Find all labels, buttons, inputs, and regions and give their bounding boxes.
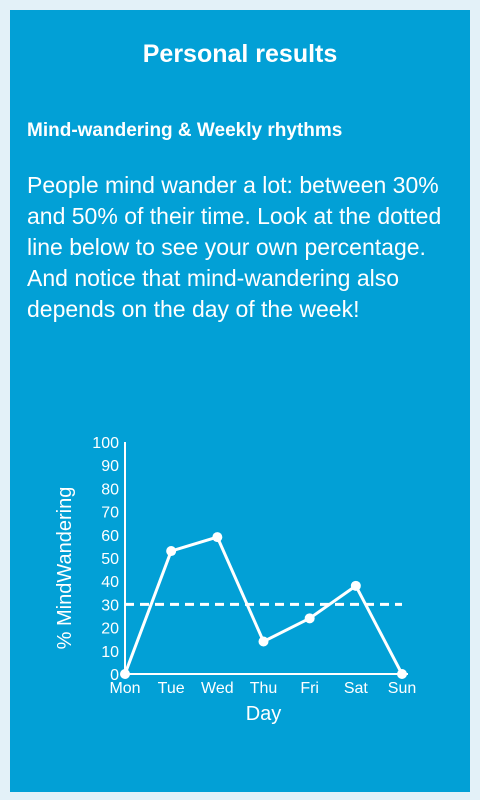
data-point [397, 669, 407, 679]
y-tick-label: 30 [101, 597, 119, 614]
page-title: Personal results [142, 40, 338, 68]
x-tick-label: Wed [201, 680, 234, 697]
x-tick-label: Sun [388, 680, 416, 697]
section-body: People mind wander a lot: between 30% an… [27, 172, 442, 322]
x-tick-label: Thu [250, 680, 278, 697]
x-axis-label: Day [246, 703, 282, 725]
data-point [258, 636, 269, 647]
mind-wandering-chart: 0 10 20 30 40 50 60 70 80 90 100 Mon Tue Wed Thu Fri Sa… [54, 435, 416, 725]
data-point [304, 613, 315, 624]
y-axis-label: % MindWandering [54, 487, 76, 650]
y-tick-label: 60 [101, 528, 119, 545]
y-tick-label: 70 [101, 505, 119, 522]
results-card: Personal results Mind-wandering & Weekly… [10, 10, 470, 792]
x-tick-label: Tue [158, 680, 185, 697]
data-point [212, 532, 223, 543]
y-tick-label: 40 [101, 574, 119, 591]
y-tick-label: 80 [101, 481, 119, 498]
x-tick-label: Fri [300, 680, 319, 697]
y-tick-label: 10 [101, 644, 119, 661]
y-tick-label: 20 [101, 621, 119, 638]
y-tick-label: 90 [101, 458, 119, 475]
data-point [120, 669, 130, 679]
x-tick-label: Sat [344, 680, 369, 697]
x-tick-label: Mon [109, 680, 140, 697]
y-tick-label: 0 [110, 667, 119, 684]
y-tick-label: 50 [101, 551, 119, 568]
data-point [166, 546, 177, 557]
section-subtitle: Mind-wandering & Weekly rhythms [27, 120, 343, 141]
data-point [350, 580, 361, 591]
y-tick-label: 100 [92, 435, 119, 452]
